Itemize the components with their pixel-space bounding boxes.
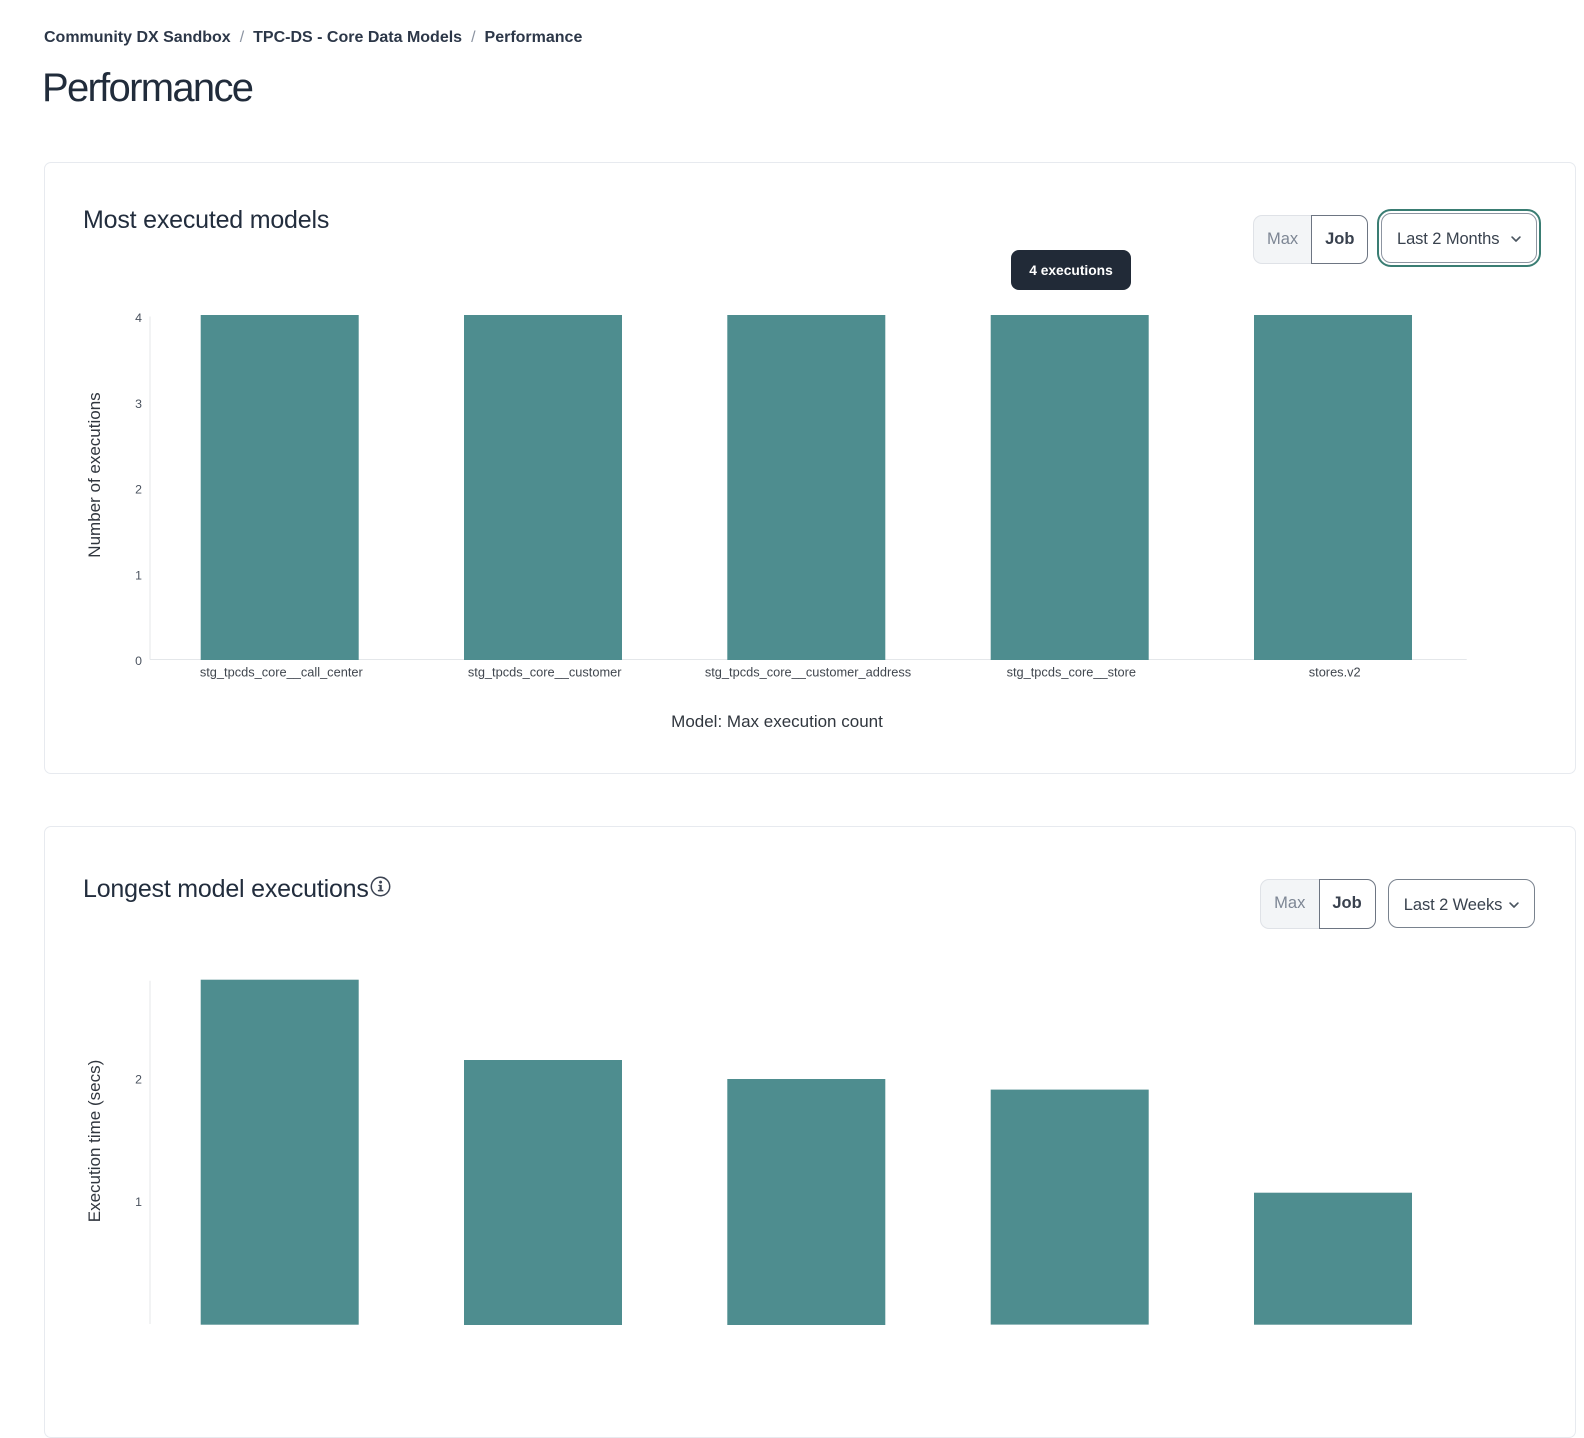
svg-text:stg_tpcds_core__customer: stg_tpcds_core__customer [468,665,622,680]
svg-text:1: 1 [135,568,142,582]
svg-text:Execution time (secs): Execution time (secs) [85,1060,104,1223]
svg-text:2: 2 [135,483,142,497]
svg-text:stores.v2: stores.v2 [1309,665,1361,680]
svg-text:stg_tpcds_core__call_center: stg_tpcds_core__call_center [200,665,364,680]
svg-text:Number of executions: Number of executions [85,392,104,557]
svg-text:1: 1 [135,1195,142,1209]
svg-text:3: 3 [135,397,142,411]
svg-text:stg_tpcds_core__customer_addre: stg_tpcds_core__customer_address [705,665,911,680]
svg-text:4: 4 [135,311,142,325]
svg-text:stg_tpcds_core__store: stg_tpcds_core__store [1007,665,1136,680]
svg-text:2: 2 [135,1073,142,1087]
svg-text:Model: Max execution count: Model: Max execution count [671,712,883,731]
svg-text:0: 0 [135,654,142,668]
